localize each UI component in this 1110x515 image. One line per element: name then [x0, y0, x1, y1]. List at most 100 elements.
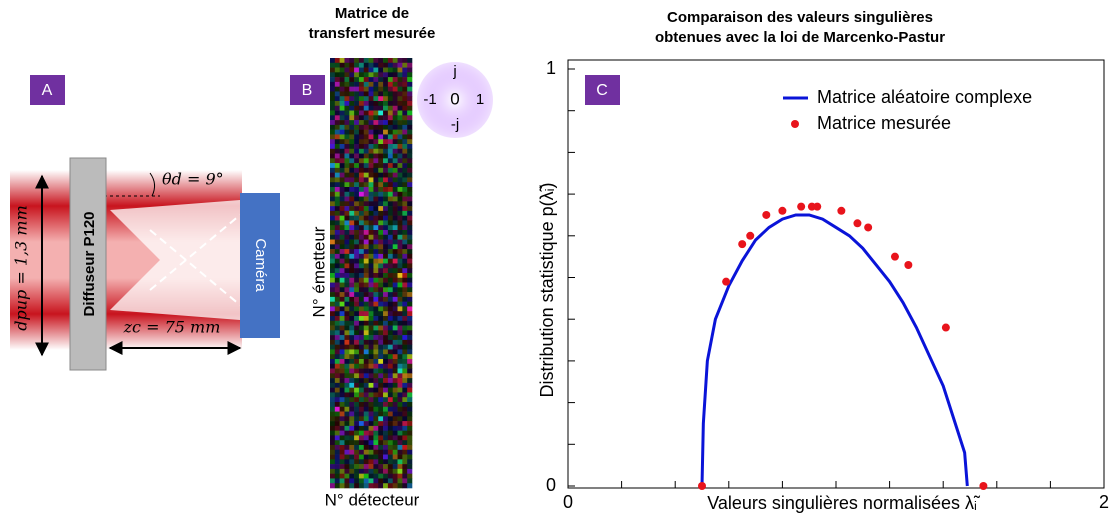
matrix-cell	[358, 449, 365, 455]
matrix-cell	[378, 206, 384, 212]
matrix-cell	[349, 411, 355, 417]
matrix-cell	[363, 425, 369, 431]
matrix-cell	[334, 124, 340, 130]
matrix-cell	[330, 258, 336, 264]
matrix-cell	[334, 144, 340, 150]
matrix-cell	[387, 201, 394, 207]
matrix-cell	[397, 273, 403, 279]
matrix-cell	[344, 406, 350, 412]
matrix-cell	[330, 124, 336, 130]
matrix-cell	[354, 330, 360, 336]
matrix-cell	[397, 483, 403, 489]
legend-label: Matrice mesurée	[817, 113, 951, 133]
matrix-cell	[349, 468, 355, 474]
matrix-cell	[334, 292, 340, 298]
matrix-cell	[378, 268, 384, 274]
matrix-cell	[397, 277, 403, 283]
matrix-cell	[330, 187, 336, 193]
matrix-cell	[402, 277, 408, 283]
matrix-cell	[368, 225, 374, 231]
matrix-cell	[378, 129, 384, 135]
matrix-cell	[330, 430, 336, 436]
matrix-cell	[383, 359, 389, 365]
matrix-cell	[402, 430, 408, 436]
matrix-cell	[397, 344, 403, 350]
matrix-cell	[373, 402, 379, 408]
matrix-cell	[344, 459, 350, 465]
matrix-cell	[330, 368, 336, 374]
x-tick-label: 0	[563, 492, 573, 512]
x-label: N° détecteur	[325, 490, 420, 509]
matrix-cell	[402, 273, 408, 279]
matrix-cell	[334, 430, 340, 436]
matrix-cell	[387, 96, 394, 102]
matrix-cell	[330, 320, 336, 326]
matrix-cell	[339, 86, 345, 92]
matrix-cell	[373, 311, 379, 317]
matrix-cell	[368, 440, 374, 446]
matrix-cell	[339, 416, 345, 422]
matrix-cell	[349, 359, 355, 365]
data-point	[837, 206, 846, 215]
matrix-cell	[402, 124, 408, 130]
matrix-cell	[397, 129, 403, 135]
matrix-cell	[334, 464, 340, 470]
matrix-cell	[339, 81, 345, 87]
matrix-cell	[387, 316, 394, 322]
matrix-cell	[373, 282, 379, 288]
matrix-cell	[363, 77, 369, 83]
panel-title: Matrice de	[335, 5, 409, 22]
matrix-cell	[392, 91, 398, 97]
matrix-cell	[383, 187, 389, 193]
matrix-cell	[387, 91, 394, 97]
matrix-cell	[387, 287, 394, 293]
matrix-cell	[383, 234, 389, 240]
matrix-cell	[363, 320, 369, 326]
matrix-cell	[344, 225, 350, 231]
matrix-cell	[358, 124, 365, 130]
matrix-cell	[373, 72, 379, 78]
matrix-cell	[407, 201, 413, 207]
matrix-cell	[344, 454, 350, 460]
matrix-cell	[402, 296, 408, 302]
matrix-cell	[349, 253, 355, 259]
matrix-cell	[363, 144, 369, 150]
matrix-cell	[378, 325, 384, 331]
matrix-cell	[330, 316, 336, 322]
matrix-cell	[378, 316, 384, 322]
matrix-cell	[363, 153, 369, 159]
matrix-cell	[397, 459, 403, 465]
matrix-cell	[373, 382, 379, 388]
matrix-cell	[397, 287, 403, 293]
matrix-cell	[387, 440, 394, 446]
matrix-cell	[387, 172, 394, 178]
matrix-cell	[349, 163, 355, 169]
matrix-cell	[387, 454, 394, 460]
matrix-cell	[368, 387, 374, 393]
matrix-cell	[339, 478, 345, 484]
matrix-cell	[354, 110, 360, 116]
matrix-cell	[378, 387, 384, 393]
matrix-cell	[358, 144, 365, 150]
matrix-cell	[397, 134, 403, 140]
matrix-cell	[383, 268, 389, 274]
matrix-cell	[402, 144, 408, 150]
matrix-cell	[339, 483, 345, 489]
matrix-cell	[397, 320, 403, 326]
matrix-cell	[339, 210, 345, 216]
matrix-cell	[344, 201, 350, 207]
matrix-cell	[407, 287, 413, 293]
matrix-cell	[392, 120, 398, 126]
matrix-cell	[344, 363, 350, 369]
matrix-cell	[334, 273, 340, 279]
matrix-cell	[330, 277, 336, 283]
matrix-cell	[349, 282, 355, 288]
matrix-cell	[407, 330, 413, 336]
matrix-cell	[402, 77, 408, 83]
matrix-cell	[330, 77, 336, 83]
matrix-cell	[402, 81, 408, 87]
matrix-cell	[392, 105, 398, 111]
matrix-cell	[373, 249, 379, 255]
matrix-cell	[349, 325, 355, 331]
matrix-cell	[383, 258, 389, 264]
